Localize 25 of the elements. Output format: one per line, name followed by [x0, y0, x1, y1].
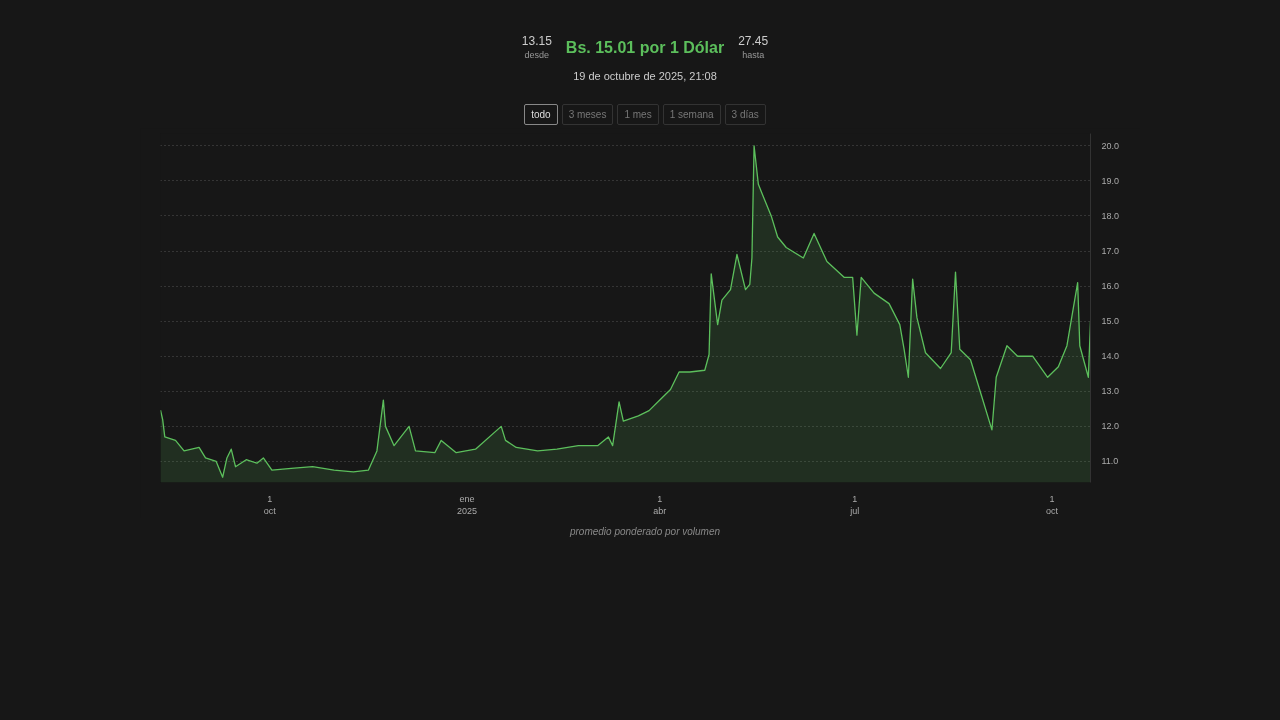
y-tick-label: 12.0 [1101, 421, 1120, 432]
x-tick-label: 1 abr [653, 493, 667, 516]
text: 1 mes [617, 103, 659, 125]
x-tick-label: 1 oct [263, 493, 277, 516]
text: 3 meses [561, 103, 614, 125]
text: 27.45 hasta [738, 34, 769, 62]
chart-title: Bs. 15.01 por 1 Dólar [565, 37, 725, 58]
y-tick-label: 16.0 [1101, 280, 1120, 291]
y-tick-label: 18.0 [1101, 210, 1120, 221]
text: 13.15 desde [521, 34, 552, 62]
text: 3 días [724, 103, 766, 125]
y-tick-label: 17.0 [1101, 245, 1120, 256]
x-tick-label: 1 oct [1045, 493, 1059, 516]
y-tick-label: 15.0 [1101, 315, 1120, 326]
text: todo [524, 103, 558, 125]
x-tick-label: 1 jul [849, 493, 860, 516]
y-tick-label: 19.0 [1101, 175, 1120, 186]
text: 1 semana [662, 103, 721, 125]
y-tick-label: 14.0 [1101, 350, 1120, 361]
y-tick-label: 13.0 [1101, 385, 1120, 396]
chart-subtitle: 19 de octubre de 2025, 21:08 [572, 69, 718, 85]
y-tick-label: 20.0 [1101, 140, 1120, 151]
y-tick-label: 11.0 [1101, 456, 1119, 467]
text: promedio ponderado por volumen [568, 524, 722, 539]
x-tick-label: ene 2025 [456, 493, 477, 516]
